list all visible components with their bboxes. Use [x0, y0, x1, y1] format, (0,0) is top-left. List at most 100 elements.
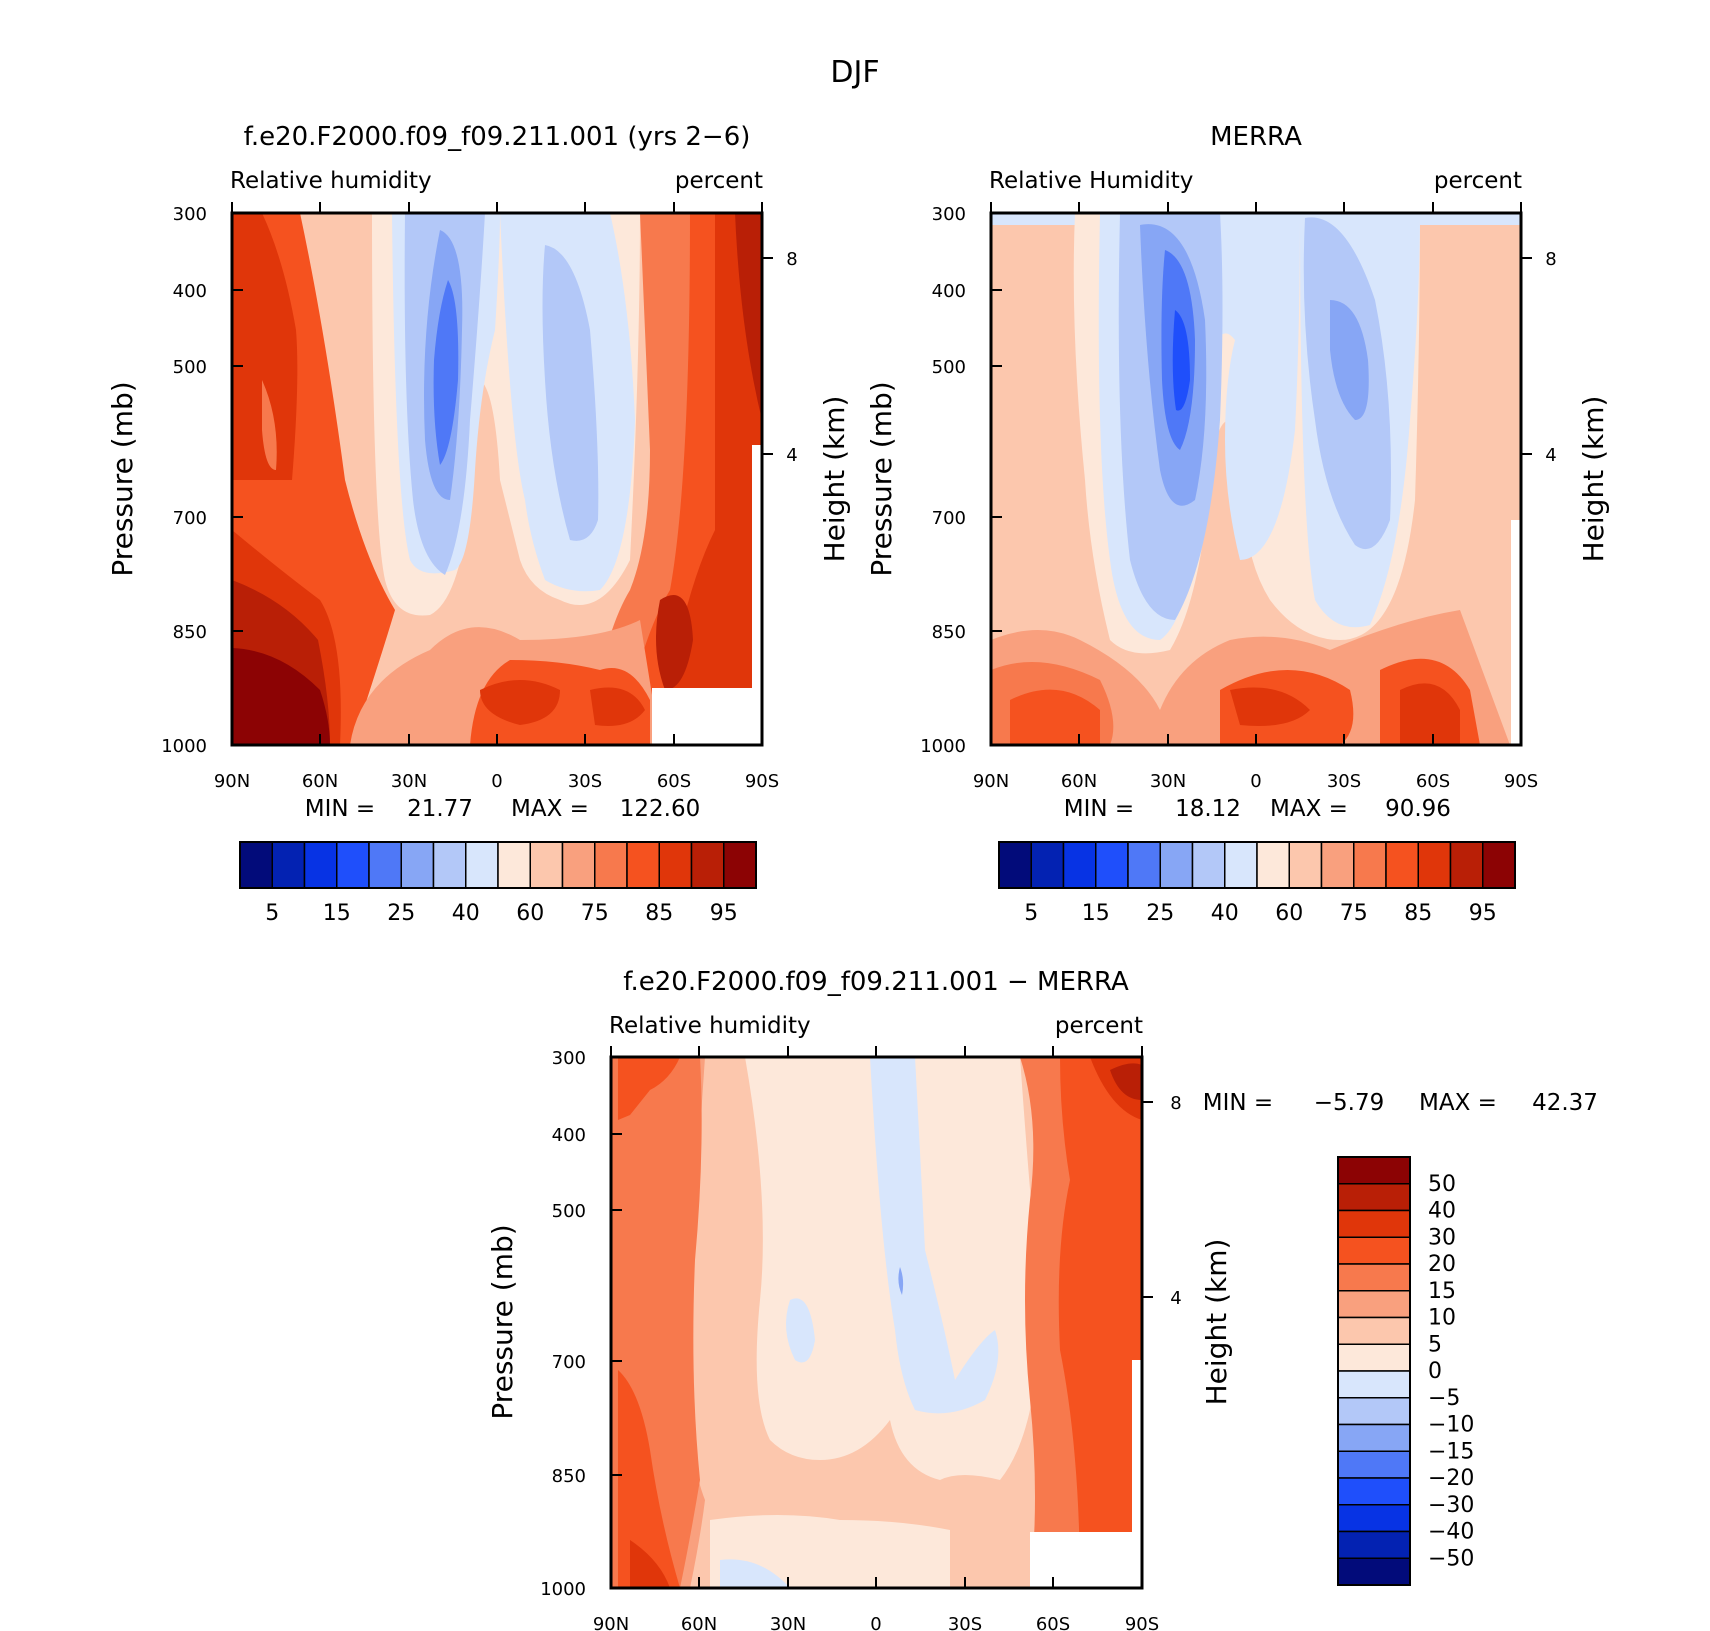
colorbar-swatch — [1030, 841, 1065, 889]
max-value: 90.96 — [1385, 796, 1451, 822]
colorbar-swatch — [1288, 841, 1323, 889]
field-label: Relative Humidity — [989, 168, 1193, 194]
contour-band-95 — [735, 213, 762, 420]
colorbar-swatch — [465, 841, 499, 889]
colorbar-swatch — [432, 841, 467, 889]
colorbar-label: 25 — [1146, 901, 1174, 926]
colorbar-label: 60 — [516, 901, 544, 926]
contour-band-90 — [1400, 683, 1460, 745]
x-axis: 90N 60N 30N 0 30S 60S 90S — [973, 202, 1538, 792]
y-tick-label: 400 — [932, 281, 966, 302]
panel-merra: MERRA Relative Humidity percent — [865, 122, 1610, 926]
y-tick-label: 500 — [173, 357, 207, 378]
colorbar-frame — [239, 841, 757, 889]
y-tick-label: 700 — [173, 508, 207, 529]
x-tick-label: 30N — [391, 771, 427, 792]
colorbar-horizontal: 5 15 25 40 60 75 85 95 — [998, 841, 1516, 926]
colorbar-swatch — [561, 841, 596, 889]
colorbar-swatch — [1337, 1236, 1411, 1265]
colorbar-swatch — [529, 841, 564, 889]
colorbar-swatch — [1256, 841, 1290, 889]
y2-axis: 8 4 Height (km) — [1142, 1093, 1233, 1405]
max-value: 122.60 — [620, 796, 700, 822]
contour-band-20 — [618, 1057, 680, 1120]
colorbar-label: 95 — [710, 901, 738, 926]
y-axis-label: Pressure (mb) — [486, 1224, 519, 1419]
contour-band-neg5 — [720, 1559, 790, 1588]
colorbar-label: 30 — [1428, 1225, 1456, 1250]
colorbar-swatch — [1337, 1423, 1411, 1452]
colorbar-swatch — [1095, 841, 1129, 889]
panel-title: MERRA — [1210, 122, 1302, 152]
x-tick-label: 60S — [657, 771, 691, 792]
contour-band-90 — [232, 213, 298, 480]
y2-axis: 8 4 Height (km) — [762, 249, 851, 562]
colorbar-label: −5 — [1428, 1386, 1460, 1411]
colorbar-label: 40 — [1211, 901, 1239, 926]
colorbar-swatch — [1337, 1316, 1411, 1345]
x-tick-label: 90N — [214, 771, 250, 792]
y2-axis: 8 4 Height (km) — [1521, 249, 1610, 562]
colorbar-label: 85 — [645, 901, 673, 926]
x-tick-label: 30S — [1327, 771, 1361, 792]
colorbar-swatch — [1337, 1343, 1411, 1372]
contour-band-neg10 — [898, 1267, 904, 1295]
colorbar-swatch — [1337, 1504, 1411, 1533]
x-tick-label: 90N — [593, 1614, 629, 1631]
colorbar-label: 15 — [1428, 1279, 1456, 1304]
colorbar-swatch — [1337, 1397, 1411, 1426]
contour-band-40 — [1110, 1063, 1142, 1100]
missing-data — [752, 445, 762, 688]
y-tick-label: 1000 — [161, 736, 207, 757]
colorbar-label: 40 — [452, 901, 480, 926]
colorbar-swatch — [1320, 841, 1355, 889]
max-label: MAX = — [511, 796, 589, 822]
colorbar-swatch — [336, 841, 370, 889]
colorbar-swatch — [1191, 841, 1226, 889]
colorbar-label: 10 — [1428, 1306, 1456, 1331]
colorbar-swatch — [658, 841, 693, 889]
colorbar-label: −40 — [1428, 1520, 1474, 1545]
colorbar-swatch — [1062, 841, 1097, 889]
y-axis-label: Pressure (mb) — [865, 381, 898, 576]
y2-tick-label: 8 — [1170, 1093, 1181, 1114]
colorbar-swatch — [1337, 1263, 1411, 1292]
colorbar-label: −20 — [1428, 1466, 1474, 1491]
colorbar-label: 25 — [387, 901, 415, 926]
colorbar-label: −30 — [1428, 1493, 1474, 1518]
colorbar-swatch — [1337, 1290, 1411, 1319]
y-axis-label: Pressure (mb) — [106, 381, 139, 576]
y2-tick-label: 8 — [786, 249, 797, 270]
contour-band-95 — [656, 595, 693, 690]
x-tick-label: 90S — [1125, 1614, 1159, 1631]
y-tick-label: 400 — [552, 1125, 586, 1146]
units-label: percent — [1055, 1013, 1143, 1039]
colorbar-label: 75 — [581, 901, 609, 926]
colorbar-swatch — [1417, 841, 1452, 889]
x-tick-label: 60N — [302, 771, 338, 792]
colorbar-swatch — [1224, 841, 1258, 889]
x-tick-label: 30S — [948, 1614, 982, 1631]
y2-axis-label: Height (km) — [818, 396, 851, 563]
colorbar-label: 85 — [1404, 901, 1432, 926]
x-tick-label: 90S — [745, 771, 779, 792]
figure-title: DJF — [830, 55, 879, 90]
x-tick-label: 0 — [491, 771, 502, 792]
colorbar-swatch — [1337, 1209, 1411, 1238]
contour-band-20 — [1058, 1057, 1142, 1588]
y-axis: 300 400 500 700 850 1000 Pressure (mb) — [106, 204, 243, 757]
colorbar-swatch — [1337, 1557, 1411, 1586]
contour-band-max — [232, 648, 330, 745]
y-tick-label: 500 — [552, 1201, 586, 1222]
colorbar-label: 15 — [1082, 901, 1110, 926]
colorbar-swatch — [1353, 841, 1387, 889]
x-tick-label: 0 — [870, 1614, 881, 1631]
y-axis: 300 400 500 700 850 1000 Pressure (mb) — [486, 1048, 622, 1600]
x-tick-label: 30S — [568, 771, 602, 792]
contour-field — [611, 1057, 1142, 1588]
y-tick-label: 700 — [932, 508, 966, 529]
missing-data — [1132, 1360, 1142, 1532]
colorbar-swatch — [1337, 1370, 1411, 1399]
colorbar-label: 5 — [265, 901, 279, 926]
colorbar-label: 95 — [1469, 901, 1497, 926]
